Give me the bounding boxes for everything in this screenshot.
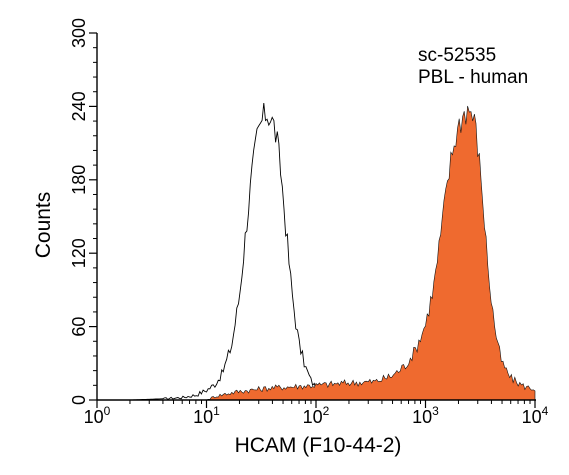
y-tick-label: 120 xyxy=(69,238,89,268)
x-axis-title: HCAM (F10-44-2) xyxy=(235,434,402,457)
x-tick-label: 100 xyxy=(84,404,111,427)
axes xyxy=(89,32,536,408)
y-tick-label: 300 xyxy=(69,18,89,48)
x-tick-label: 101 xyxy=(193,404,220,427)
histogram-filled-series xyxy=(97,105,536,401)
y-tick-label: 60 xyxy=(69,317,89,337)
x-tick-label: 104 xyxy=(522,404,549,427)
y-tick-label: 0 xyxy=(69,395,89,405)
tick-labels: 100 101 102 103 104 0 60 120 180 240 300 xyxy=(69,18,549,427)
y-tick-label: 180 xyxy=(69,165,89,195)
y-axis-title: Counts xyxy=(32,192,55,259)
annotation-catalog-number: sc-52535 xyxy=(418,45,496,66)
x-tick-label: 103 xyxy=(412,404,439,427)
y-tick-label: 240 xyxy=(69,91,89,121)
plot-area xyxy=(97,102,536,401)
x-tick-label: 102 xyxy=(303,404,330,427)
annotation-sample: PBL - human xyxy=(418,67,528,88)
